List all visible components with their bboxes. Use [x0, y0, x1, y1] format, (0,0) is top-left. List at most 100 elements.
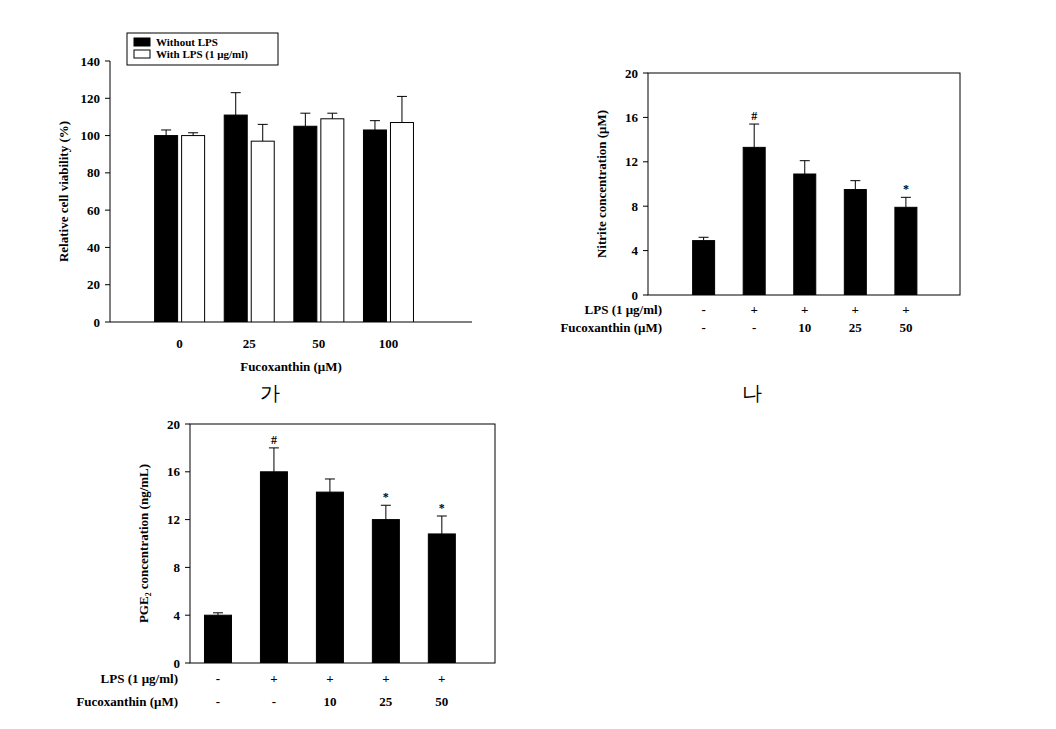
error-bar [800, 161, 810, 174]
error-bar [397, 96, 407, 122]
error-bar [381, 505, 391, 519]
chart-panel: 048121620#*LPS (1 μg/ml)-++++Fucoxanthin… [560, 66, 960, 406]
bar [182, 136, 205, 322]
error-line [754, 124, 755, 147]
error-bar [258, 124, 268, 141]
error-line [374, 121, 375, 130]
y-tick [105, 98, 110, 99]
error-line [385, 505, 386, 519]
y-tick-label: 12 [625, 154, 638, 169]
y-tick [643, 206, 648, 207]
significance-mark: # [751, 109, 757, 123]
y-tick [105, 61, 110, 62]
y-tick [185, 424, 190, 425]
row-value: + [750, 302, 757, 317]
error-line [855, 181, 856, 190]
error-bar [850, 181, 860, 190]
y-tick [643, 161, 648, 162]
error-line [305, 113, 306, 126]
bar [155, 136, 178, 322]
error-cap [213, 612, 223, 613]
plot-frame [648, 73, 960, 295]
row-label: Fucoxanthin (μM) [76, 694, 178, 709]
y-tick-label: 0 [94, 315, 101, 330]
marks [204, 448, 455, 663]
row-label: LPS (1 μg/ml) [101, 671, 178, 686]
y-tick [105, 172, 110, 173]
error-cap [850, 180, 860, 181]
error-cap [269, 447, 279, 448]
bar [390, 123, 413, 322]
error-bar [327, 113, 337, 119]
plot-frame [190, 424, 495, 663]
row-value: 25 [379, 694, 393, 709]
error-line [804, 161, 805, 174]
error-bar [325, 479, 335, 492]
y-tick-label: 80 [87, 165, 100, 180]
y-axis-label: Nitrite concentration (μM) [594, 110, 609, 258]
y-tick [185, 471, 190, 472]
row-value: - [752, 320, 756, 335]
y-tick-label: 16 [625, 110, 639, 125]
row-value: 50 [899, 320, 912, 335]
x-tick-label: 100 [379, 336, 399, 351]
figure: 02040608010012014002550100Fucoxanthin (μ… [0, 0, 1056, 729]
legend-swatch [134, 50, 150, 58]
error-bar [370, 121, 380, 130]
y-tick-label: 60 [87, 203, 100, 218]
error-cap [188, 132, 198, 133]
error-line [235, 93, 236, 115]
error-line [329, 479, 330, 492]
y-tick-label: 8 [174, 560, 181, 575]
bar [260, 472, 287, 663]
error-cap [161, 129, 171, 130]
bar [844, 190, 866, 295]
row-value: 10 [323, 694, 336, 709]
legend-label: With LPS (1 μg/ml) [156, 48, 248, 61]
bar [294, 126, 317, 322]
error-cap [699, 237, 709, 238]
y-tick [643, 117, 648, 118]
error-line [166, 130, 167, 136]
y-tick [643, 295, 648, 296]
y-tick-label: 120 [81, 91, 101, 106]
legend-box [127, 33, 278, 65]
bar [204, 615, 231, 663]
error-cap [258, 124, 268, 125]
error-line [905, 197, 906, 207]
error-line [262, 124, 263, 141]
error-cap [749, 124, 759, 125]
y-tick-label: 140 [81, 54, 101, 69]
y-tick-label: 20 [625, 66, 638, 81]
x-tick-label: 0 [176, 336, 183, 351]
row-value: - [701, 302, 705, 317]
error-bar [231, 93, 241, 115]
bar [895, 207, 917, 295]
error-cap [437, 516, 447, 517]
error-line [332, 113, 333, 119]
error-bar [300, 113, 310, 126]
bar [693, 241, 715, 295]
legend-swatch [134, 38, 150, 46]
significance-mark: # [271, 433, 277, 447]
y-axis-label: Relative cell viability (%) [56, 121, 71, 262]
bar [321, 119, 344, 322]
x-axis-label: Fucoxanthin (μM) [240, 359, 342, 374]
marks [693, 124, 917, 295]
error-bar [269, 448, 279, 472]
error-line [441, 516, 442, 534]
error-bar [901, 197, 911, 207]
bar [743, 147, 765, 295]
chart-panel: 048121620#**LPS (1 μg/ml)-++++Fucoxanthi… [76, 417, 495, 710]
row-value: + [270, 671, 277, 686]
error-bar [188, 133, 198, 136]
error-cap [381, 505, 391, 506]
error-bar [749, 124, 759, 147]
row-value: - [701, 320, 705, 335]
panel-caption: 가 [260, 381, 280, 405]
error-line [401, 96, 402, 122]
row-value: 50 [435, 694, 448, 709]
row-value: + [438, 671, 445, 686]
row-value: + [326, 671, 333, 686]
bar [316, 492, 343, 663]
